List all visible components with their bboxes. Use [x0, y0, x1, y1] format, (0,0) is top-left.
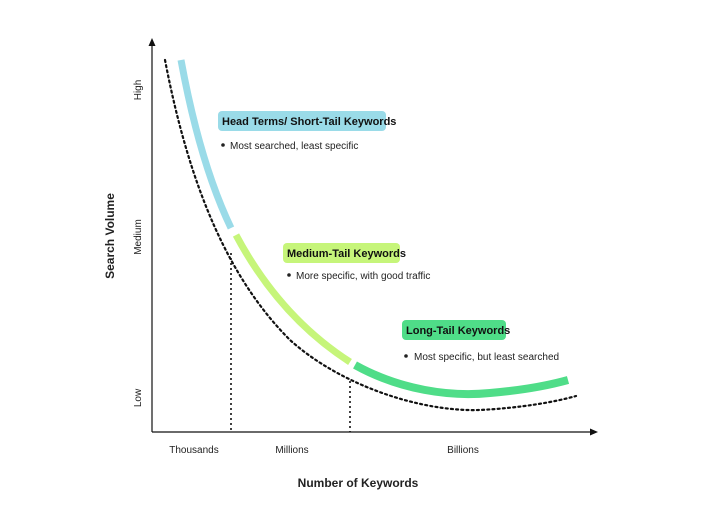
long-tail-curve-segment	[353, 361, 570, 399]
head-terms-title: Head Terms/ Short-Tail Keywords	[222, 116, 396, 128]
x-axis-title: Number of Keywords	[298, 476, 419, 490]
x-tick-billions: Billions	[447, 445, 479, 456]
long-tail-description: Most specific, but least searched	[414, 352, 559, 363]
long-tail-callout: Long-Tail Keywords Most specific, but le…	[402, 320, 559, 363]
x-axis-arrow	[590, 428, 598, 436]
long-tail-bullet-dot	[404, 354, 408, 358]
y-tick-medium: Medium	[133, 219, 144, 255]
x-tick-millions: Millions	[275, 445, 308, 456]
head-terms-bullet-dot	[221, 143, 225, 147]
head-terms-callout: Head Terms/ Short-Tail Keywords Most sea…	[218, 111, 396, 152]
long-tail-title: Long-Tail Keywords	[406, 325, 510, 337]
medium-tail-bullet-dot	[287, 273, 291, 277]
medium-tail-callout: Medium-Tail Keywords More specific, with…	[283, 243, 430, 282]
head-terms-curve-segment	[177, 59, 235, 230]
dotted-demand-curve	[163, 58, 578, 412]
medium-tail-description: More specific, with good traffic	[296, 271, 430, 282]
head-terms-label-box	[218, 111, 386, 131]
long-tail-label-box	[402, 320, 506, 340]
x-tick-thousands: Thousands	[169, 445, 218, 456]
medium-tail-curve-segment	[232, 233, 352, 365]
y-tick-high: High	[133, 80, 144, 101]
medium-tail-title: Medium-Tail Keywords	[287, 248, 406, 260]
y-axis-title: Search Volume	[103, 193, 117, 279]
head-terms-description: Most searched, least specific	[230, 141, 358, 152]
y-tick-low: Low	[133, 388, 144, 407]
medium-tail-label-box	[283, 243, 400, 263]
y-axis-arrow	[148, 38, 156, 46]
